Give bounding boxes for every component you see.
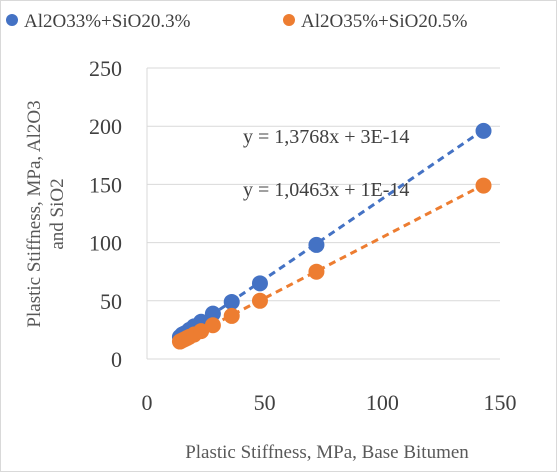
x-tick-label: 50 <box>254 390 276 415</box>
data-point-series-2 <box>204 317 221 334</box>
trendline-equation-series-2: y = 1,0463x + 1E-14 <box>243 179 409 201</box>
gridlines <box>147 67 500 360</box>
y-tick-label: 0 <box>111 347 122 372</box>
legend: Al2O33%+SiO20.3% Al2O35%+SiO20.5% <box>6 11 468 32</box>
trendline-equation-series-1: y = 1,3768x + 3E-14 <box>243 126 409 148</box>
trendline-series-2 <box>179 183 485 344</box>
data-point-series-1 <box>251 275 268 292</box>
data-point-series-2 <box>223 307 240 324</box>
legend-label-series-2: Al2O35%+SiO20.5% <box>301 11 468 32</box>
data-point-series-2 <box>308 263 325 280</box>
y-tick-label: 200 <box>89 114 122 139</box>
legend-label-series-1: Al2O33%+SiO20.3% <box>24 11 191 32</box>
y-tick-label: 100 <box>89 231 122 256</box>
x-tick-label: 100 <box>366 390 399 415</box>
y-axis-title: Plastic Stiffness, MPa, Al2O3 and SiO2 <box>24 100 68 327</box>
data-point-series-1 <box>308 236 325 253</box>
y-tick-label: 250 <box>89 56 122 81</box>
data-point-series-1 <box>475 122 492 139</box>
data-point-series-2 <box>251 292 268 309</box>
y-tick-label: 150 <box>89 172 122 197</box>
x-tick-label: 0 <box>142 390 153 415</box>
data-point-series-1 <box>223 293 240 310</box>
axes: 0 50 100 150 200 250 0 50 100 150 <box>89 56 517 415</box>
y-axis-title-line-2: and SiO2 <box>47 178 68 249</box>
trendlines <box>179 128 485 344</box>
legend-marker-series-1 <box>6 14 18 26</box>
data-point-series-1 <box>204 305 221 322</box>
data-point-series-2 <box>475 177 492 194</box>
x-axis-title: Plastic Stiffness, MPa, Base Bitumen <box>185 442 469 463</box>
legend-marker-series-2 <box>283 14 295 26</box>
y-axis-title-line-1: Plastic Stiffness, MPa, Al2O3 <box>24 100 45 327</box>
data-points <box>171 122 492 350</box>
y-tick-label: 50 <box>100 289 122 314</box>
x-tick-label: 150 <box>484 390 517 415</box>
